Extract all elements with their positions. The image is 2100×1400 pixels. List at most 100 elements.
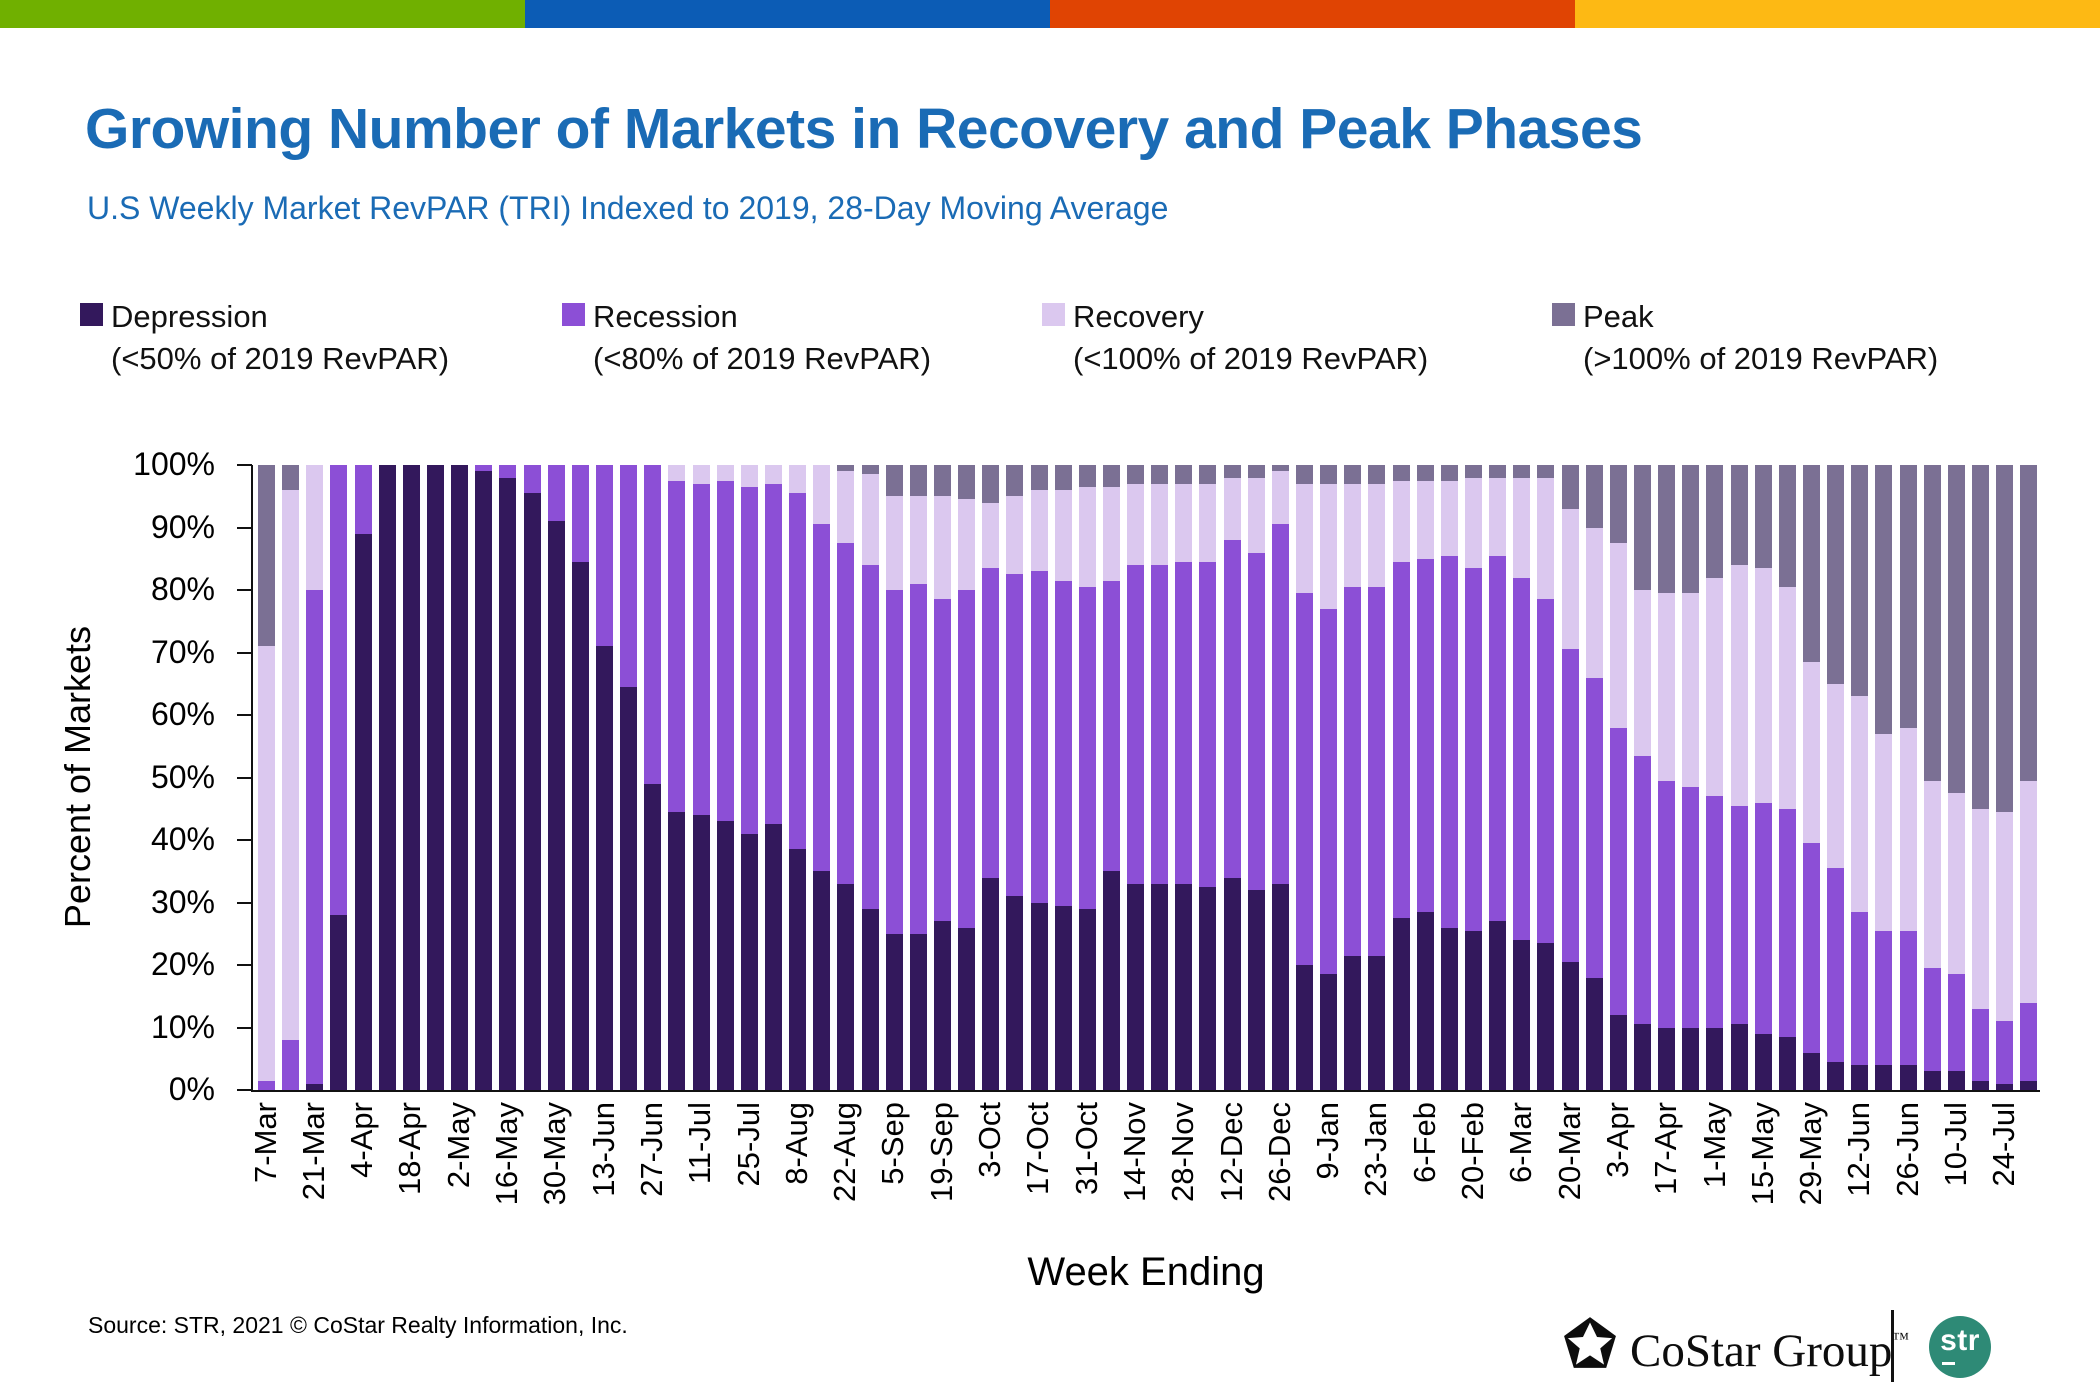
segment-peak	[1706, 465, 1724, 578]
bar-week-70	[1923, 465, 1941, 1090]
bar-30-May	[547, 465, 565, 1090]
costar-logo-text: CoStar Group™	[1630, 1325, 1910, 1377]
segment-depression	[668, 811, 686, 1090]
segment-recession	[1102, 580, 1120, 872]
bar-week-18	[668, 465, 686, 1090]
bar-week-26	[861, 465, 879, 1090]
segment-peak	[1199, 465, 1217, 484]
x-axis-label: 23-Jan	[1358, 1102, 1394, 1197]
segment-recession	[1465, 568, 1483, 931]
segment-recession	[620, 465, 638, 687]
x-axis-label: 30-May	[537, 1102, 573, 1206]
segment-depression	[789, 849, 807, 1090]
str-logo-underline	[1942, 1362, 1955, 1365]
legend-item-recession: Recession (<80% of 2019 RevPAR)	[562, 296, 931, 380]
bar-week-16	[620, 465, 638, 1090]
segment-recovery	[1223, 477, 1241, 540]
bar-4-Apr	[354, 465, 372, 1090]
segment-recession	[1078, 586, 1096, 909]
segment-recession	[1706, 796, 1724, 1028]
segment-recovery	[1778, 586, 1796, 809]
segment-depression	[861, 908, 879, 1090]
segment-recession	[1658, 780, 1676, 1028]
segment-peak	[1971, 465, 1989, 809]
segment-depression	[1368, 955, 1386, 1090]
segment-recovery	[1754, 568, 1772, 803]
x-axis-label: 21-Mar	[295, 1102, 331, 1201]
segment-depression	[620, 686, 638, 1090]
segment-recovery	[958, 499, 976, 590]
segment-recession	[1754, 802, 1772, 1034]
bar-19-Sep	[933, 465, 951, 1090]
segment-peak	[1223, 465, 1241, 478]
segment-depression	[644, 783, 662, 1090]
bar-21-Mar	[306, 465, 324, 1090]
bar-week-12	[523, 465, 541, 1090]
segment-recovery	[1634, 590, 1652, 756]
segment-recession	[1803, 843, 1820, 1053]
segment-depression	[1271, 883, 1289, 1090]
bar-28-Nov	[1175, 465, 1193, 1090]
segment-peak	[1634, 465, 1652, 590]
segment-peak	[1778, 465, 1796, 587]
segment-depression	[402, 465, 420, 1090]
segment-recovery	[861, 474, 879, 565]
bar-6-Feb	[1416, 465, 1434, 1090]
x-axis-label: 14-Nov	[1116, 1102, 1152, 1202]
segment-peak	[1513, 465, 1531, 478]
segment-recession	[571, 465, 589, 562]
segment-peak	[1440, 465, 1458, 481]
y-axis-line	[251, 465, 253, 1092]
y-axis-label: 20%	[150, 946, 215, 982]
bar-week-30	[958, 465, 976, 1090]
segment-depression	[1296, 965, 1314, 1090]
segment-recession	[668, 480, 686, 812]
segment-peak	[1175, 465, 1193, 484]
x-axis-label: 17-Apr	[1648, 1102, 1684, 1196]
bar-13-Jun	[595, 465, 613, 1090]
segment-recovery	[1271, 471, 1289, 525]
segment-peak	[258, 465, 275, 647]
bar-11-Jul	[692, 465, 710, 1090]
x-axis-label: 27-Jun	[633, 1102, 669, 1197]
x-axis-label: 22-Aug	[827, 1102, 863, 1202]
segment-recession	[1778, 808, 1796, 1037]
bar-week-68	[1875, 465, 1893, 1090]
x-axis-label: 5-Sep	[875, 1102, 911, 1185]
segment-recovery	[764, 465, 782, 484]
segment-peak	[2020, 465, 2038, 781]
segment-recovery	[1392, 480, 1410, 562]
segment-recession	[885, 590, 903, 934]
segment-depression	[837, 883, 855, 1090]
segment-recession	[1271, 524, 1289, 884]
y-axis-tick	[237, 1026, 252, 1029]
segment-depression	[1175, 883, 1193, 1090]
segment-depression	[1875, 1065, 1893, 1090]
x-axis-label: 9-Jan	[1310, 1102, 1346, 1180]
brand-bar-segment	[1575, 0, 2100, 28]
segment-recession	[306, 590, 324, 1084]
bar-3-Apr	[1609, 465, 1627, 1090]
x-axis-label: 26-Dec	[1261, 1102, 1297, 1202]
segment-peak	[1851, 465, 1869, 697]
y-axis-tick	[237, 1089, 252, 1091]
segment-recession	[1199, 561, 1217, 887]
segment-recession	[1440, 555, 1458, 928]
segment-recovery	[1585, 527, 1603, 678]
segment-recession	[1682, 786, 1700, 1028]
y-axis-label: 70%	[150, 633, 215, 670]
x-axis-label: 17-Oct	[1020, 1102, 1056, 1196]
bar-week-28	[909, 465, 927, 1090]
segment-peak	[1102, 465, 1120, 487]
trademark-symbol: ™	[1892, 1329, 1910, 1348]
bar-week-20	[716, 465, 734, 1090]
segment-recovery	[1851, 696, 1869, 912]
segment-depression	[1320, 974, 1338, 1090]
segment-recession	[523, 465, 541, 494]
segment-recovery	[1368, 483, 1386, 587]
segment-peak	[1561, 465, 1579, 509]
page-subtitle: U.S Weekly Market RevPAR (TRI) Indexed t…	[87, 190, 1169, 226]
segment-depression	[1851, 1065, 1869, 1090]
x-axis-label: 16-May	[489, 1102, 524, 1206]
bar-6-Mar	[1513, 465, 1531, 1090]
